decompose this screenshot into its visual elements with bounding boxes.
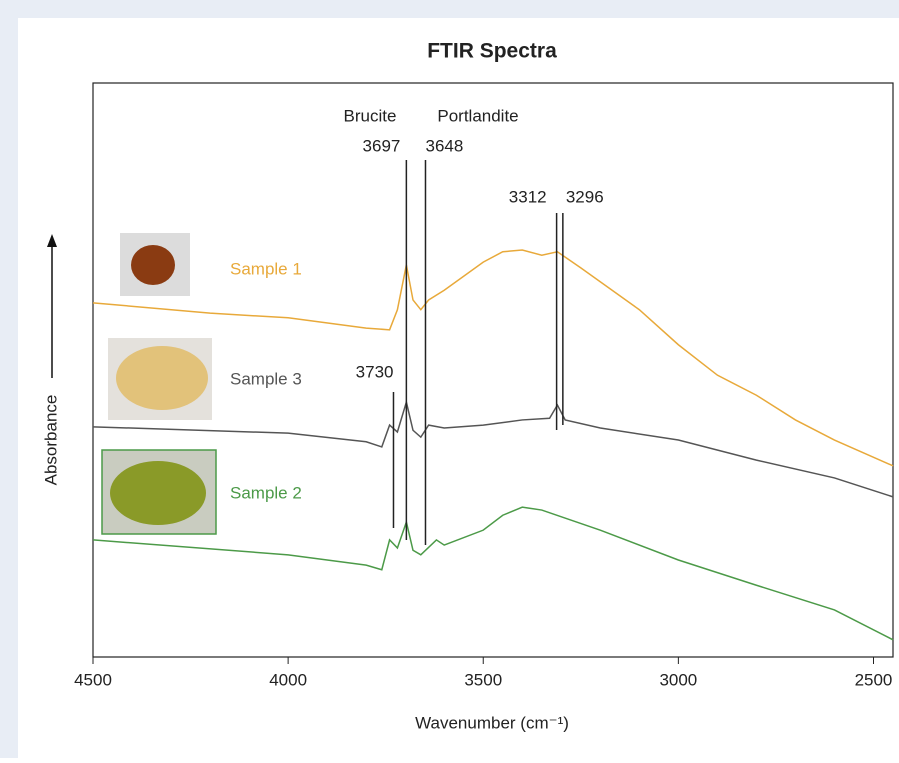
y-arrow-head [47,234,57,247]
spectrum-line [92,399,894,498]
peak-label: 3730 [356,362,394,381]
legend-label: Sample 2 [230,483,302,502]
x-tick-label: 2500 [855,670,893,689]
sample-1-stone [131,245,175,285]
x-tick-label: 4000 [269,670,307,689]
sample-3-stone [116,346,208,410]
chart-title: FTIR Spectra [427,40,557,63]
x-tick-label: 3000 [659,670,697,689]
spectrum-line [92,249,894,467]
annotation: Portlandite [437,106,518,125]
peak-label: 3648 [425,136,463,155]
y-axis-label: Absorbance [41,395,60,486]
spectrum-line [92,506,894,641]
plot-frame [92,82,894,658]
x-axis-label: Wavenumber (cm⁻¹) [415,713,569,732]
peak-label: 3296 [566,187,604,206]
legend-label: Sample 1 [230,259,302,278]
sample-2-stone [110,461,206,525]
x-tick-label: 3500 [464,670,502,689]
legend-label: Sample 3 [230,369,302,388]
peak-label: 3697 [363,136,401,155]
annotation: Brucite [344,106,397,125]
peak-label: 3312 [509,187,547,206]
x-tick-label: 4500 [74,670,112,689]
